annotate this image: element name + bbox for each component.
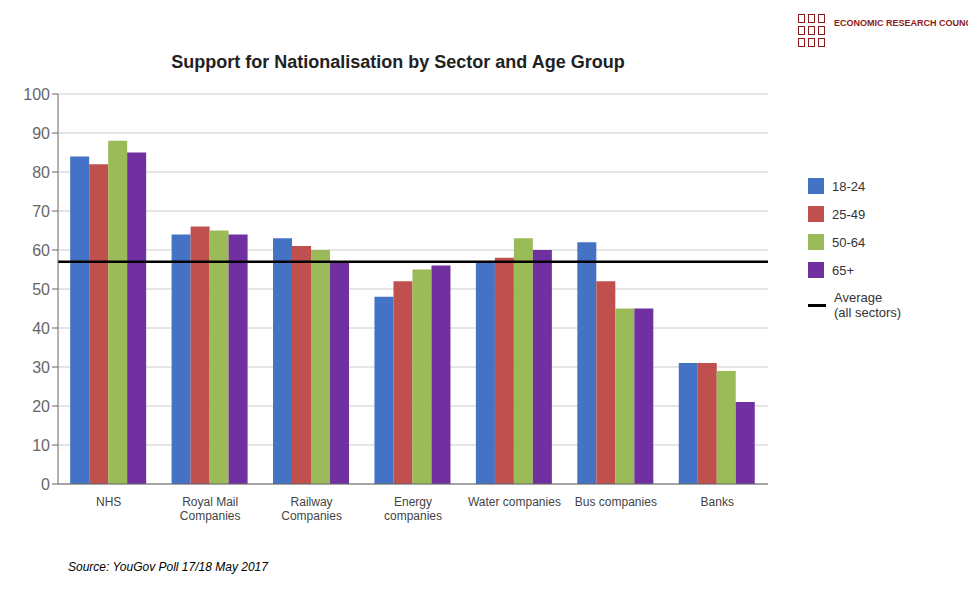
svg-text:100: 100 [23,86,50,103]
svg-text:NHS: NHS [96,495,121,509]
svg-text:50: 50 [32,281,50,298]
svg-text:Energycompanies: Energycompanies [384,495,442,523]
svg-text:30: 30 [32,359,50,376]
svg-text:80: 80 [32,164,50,181]
svg-text:Water companies: Water companies [468,495,561,509]
svg-text:20: 20 [32,398,50,415]
html-text:65+: 65+ [832,262,855,278]
html-text:50-64: 50-64 [832,234,866,250]
svg-text:10: 10 [32,437,50,454]
html-text:Source: YouGov Poll 17/18 May: Source: YouGov Poll 17/18 May 2017 [68,560,268,574]
svg-text:Banks: Banks [701,495,734,509]
svg-text:0: 0 [41,476,50,493]
html-text:25-49: 25-49 [832,206,866,222]
svg-text:Bus companies: Bus companies [575,495,657,509]
html-text:18-24: 18-24 [832,178,866,194]
svg-text:60: 60 [32,242,50,259]
html-text:Average (all sectors): Average (all sectors) [834,290,902,320]
svg-text:40: 40 [32,320,50,337]
svg-text:Royal MailCompanies: Royal MailCompanies [180,495,241,523]
svg-text:90: 90 [32,125,50,142]
svg-text:RailwayCompanies: RailwayCompanies [281,495,342,523]
svg-text:70: 70 [32,203,50,220]
html-text:Support for Nationalisation by: Support for Nationalisation by Sector an… [171,52,625,72]
